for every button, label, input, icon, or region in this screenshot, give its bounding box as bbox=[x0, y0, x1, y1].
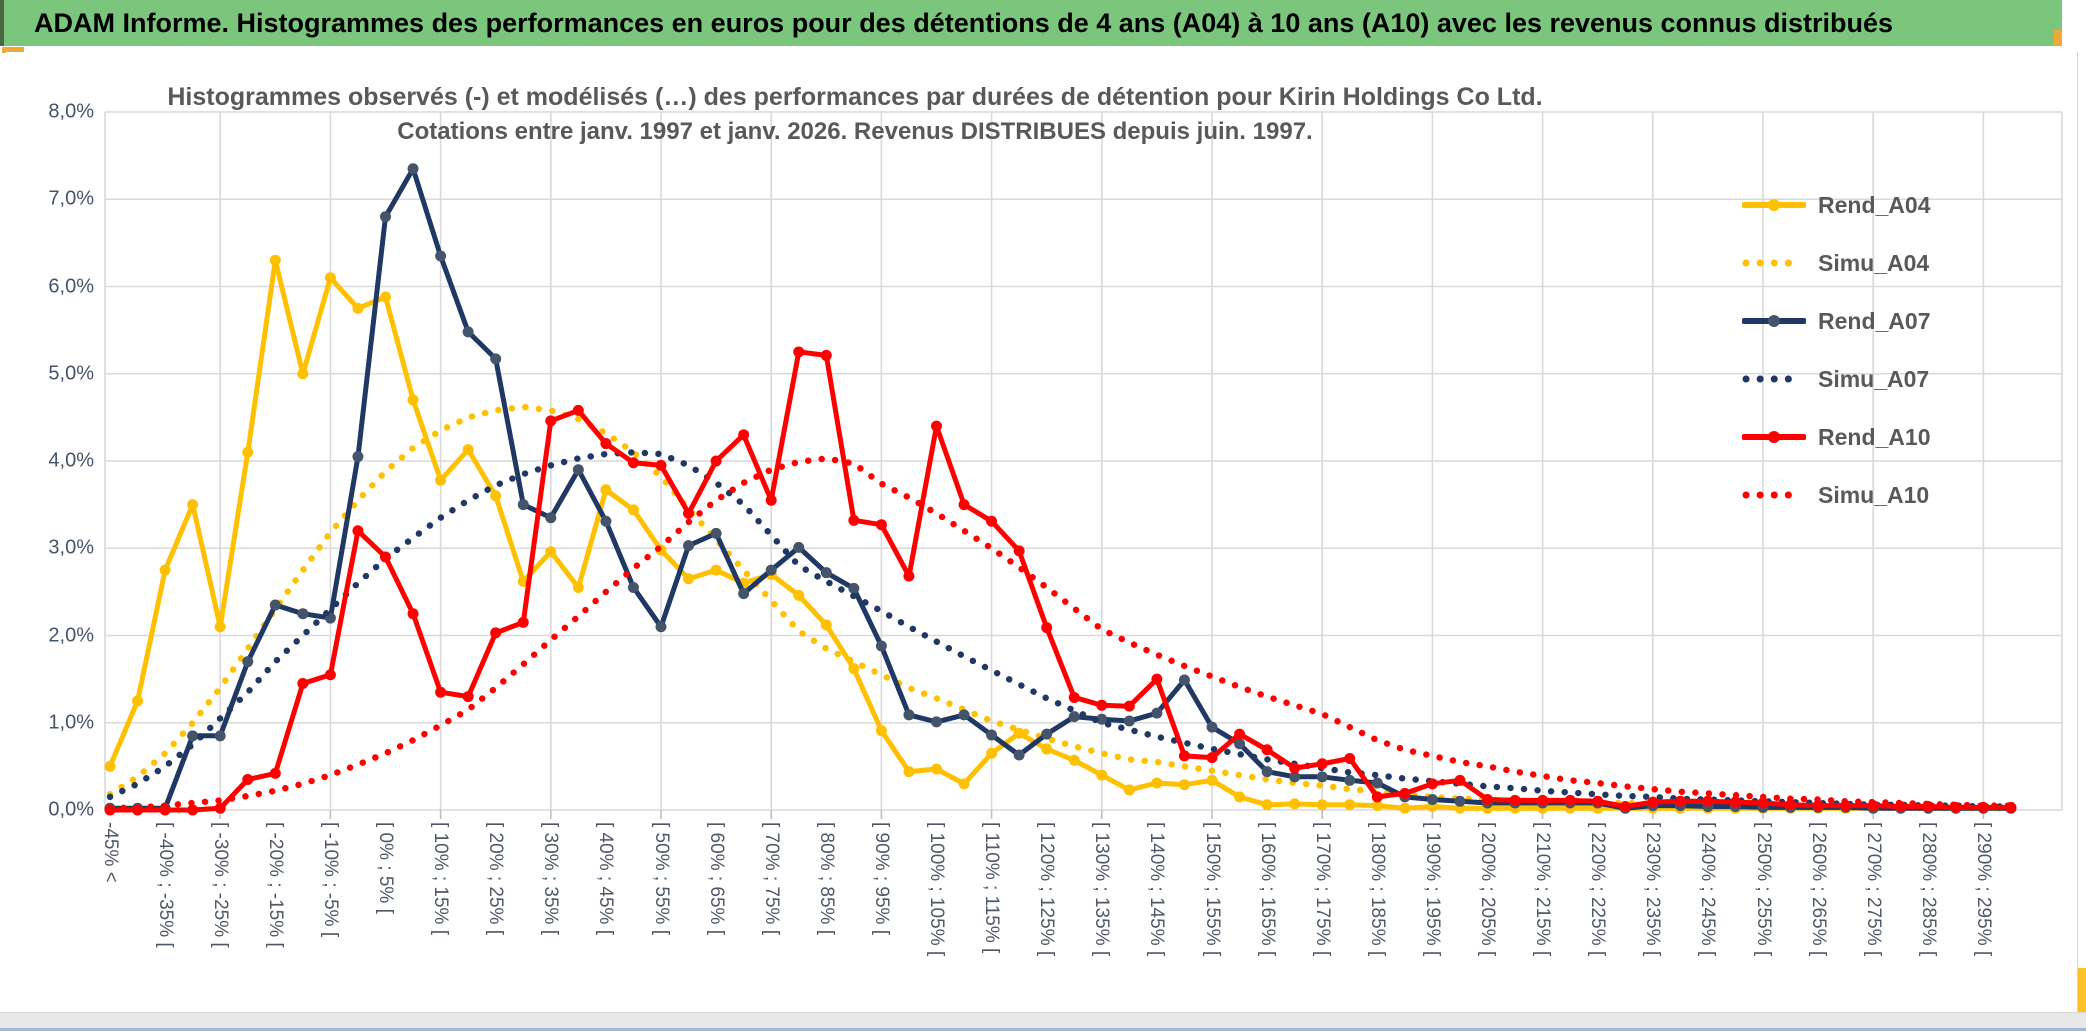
x-tick-label: [ 230% ; 235% [ bbox=[1642, 822, 1664, 957]
x-tick-label: [ 160% ; 165% [ bbox=[1256, 822, 1278, 957]
x-tick-label: [ -20% ; -15% [ bbox=[264, 822, 286, 948]
x-tick-label: [ 260% ; 265% [ bbox=[1807, 822, 1829, 957]
legend-solid-line-icon bbox=[1741, 314, 1807, 328]
series-Simu_A07[interactable] bbox=[106, 449, 2015, 810]
x-tick-label: [ 150% ; 155% [ bbox=[1201, 822, 1223, 957]
x-tick-label: [ 120% ; 125% [ bbox=[1036, 822, 1058, 957]
selection-accent-top-left bbox=[2, 47, 24, 53]
x-tick-label: [ 220% ; 225% [ bbox=[1587, 822, 1609, 957]
x-tick-label: -45% < bbox=[99, 822, 121, 883]
x-tick-label: [ 20% ; 25% [ bbox=[485, 822, 507, 936]
y-tick-label: 5,0% bbox=[48, 362, 94, 385]
x-tick-label: [ 180% ; 185% [ bbox=[1366, 822, 1388, 957]
legend-dotted-line-icon bbox=[1742, 372, 1806, 386]
x-tick-label: [ 50% ; 55% [ bbox=[650, 822, 672, 936]
x-tick-label: [ 30% ; 35% [ bbox=[540, 822, 562, 936]
chart-legend: Rend_A04 Simu_A04 Rend_A07 Simu_A07 Rend_A10… bbox=[1741, 176, 2072, 524]
y-tick-label: 7,0% bbox=[48, 187, 94, 210]
series-Simu_A10[interactable] bbox=[106, 455, 2015, 812]
x-tick-label: [ 110% ; 115% [ bbox=[981, 822, 1003, 954]
legend-solid-line-icon bbox=[1741, 430, 1807, 444]
x-tick-label: [ 140% ; 145% [ bbox=[1146, 822, 1168, 957]
x-tick-label: [ -30% ; -25% [ bbox=[209, 822, 231, 948]
y-tick-label: 4,0% bbox=[48, 449, 94, 472]
legend-item-Simu_A07[interactable]: Simu_A07 bbox=[1742, 350, 2072, 408]
x-tick-label: [ 170% ; 175% [ bbox=[1311, 822, 1333, 957]
bottom-scroll-strip[interactable] bbox=[0, 1012, 2086, 1031]
legend-solid-line-icon bbox=[1741, 198, 1807, 212]
legend-label: Simu_A07 bbox=[1818, 365, 1930, 392]
selection-accent-bottom-right bbox=[2077, 968, 2086, 1031]
x-tick-label: [ 240% ; 245% [ bbox=[1697, 822, 1719, 957]
x-tick-label: [ 270% ; 275% [ bbox=[1862, 822, 1884, 957]
x-tick-label: [ -40% ; -35% [ bbox=[154, 822, 176, 948]
x-tick-label: [ 0% ; 5% [ bbox=[375, 822, 396, 914]
x-tick-label: [ 80% ; 85% [ bbox=[815, 822, 837, 936]
y-tick-label: 3,0% bbox=[48, 536, 94, 559]
x-tick-label: [ 250% ; 255% [ bbox=[1752, 822, 1774, 957]
x-tick-label: [ -10% ; -5% [ bbox=[319, 822, 341, 938]
legend-item-Rend_A04[interactable]: Rend_A04 bbox=[1741, 176, 2072, 234]
selection-accent-top-right bbox=[2054, 30, 2062, 46]
legend-dotted-line-icon bbox=[1742, 256, 1806, 270]
chart-title-line1: Histogrammes observés (-) et modélisés (… bbox=[167, 83, 1543, 111]
x-tick-label: [ 100% ; 105% [ bbox=[926, 822, 947, 957]
legend-dotted-line-icon bbox=[1742, 488, 1806, 502]
legend-item-Simu_A04[interactable]: Simu_A04 bbox=[1742, 234, 2072, 292]
y-tick-label: 6,0% bbox=[48, 275, 94, 297]
x-tick-label: [ 290% ; 295% [ bbox=[1972, 822, 1994, 957]
series-Simu_A04[interactable] bbox=[106, 403, 2015, 812]
x-tick-label: [ 280% ; 285% [ bbox=[1917, 822, 1939, 957]
x-tick-label: [ 200% ; 205% [ bbox=[1477, 822, 1498, 957]
chart-title-line2: Cotations entre janv. 1997 et janv. 2026… bbox=[397, 118, 1313, 145]
y-tick-label: 0,0% bbox=[48, 798, 94, 821]
legend-label: Simu_A10 bbox=[1818, 481, 1930, 508]
page-title: ADAM Informe. Histogrammes des performan… bbox=[34, 7, 1894, 38]
y-tick-label: 2,0% bbox=[48, 624, 94, 646]
x-tick-label: [ 130% ; 135% [ bbox=[1091, 822, 1113, 957]
sheet-header-bar: ADAM Informe. Histogrammes des performan… bbox=[0, 0, 2062, 46]
legend-label: Rend_A04 bbox=[1818, 191, 1931, 218]
y-tick-label: 1,0% bbox=[48, 711, 94, 734]
legend-label: Simu_A04 bbox=[1818, 249, 1930, 276]
chart-object[interactable] bbox=[6, 52, 2078, 1012]
y-tick-label: 8,0% bbox=[48, 100, 94, 123]
x-tick-label: [ 190% ; 195% [ bbox=[1421, 822, 1443, 957]
chart-title: Histogrammes observés (-) et modélisés (… bbox=[105, 80, 1605, 149]
legend-item-Rend_A10[interactable]: Rend_A10 bbox=[1741, 408, 2072, 466]
x-tick-label: [ 10% ; 15% [ bbox=[430, 822, 452, 936]
series-Rend_A10[interactable] bbox=[104, 346, 2017, 816]
legend-item-Rend_A07[interactable]: Rend_A07 bbox=[1741, 292, 2072, 350]
legend-label: Rend_A07 bbox=[1818, 307, 1931, 334]
x-tick-label: [ 210% ; 215% [ bbox=[1532, 822, 1554, 957]
x-tick-label: [ 40% ; 45% [ bbox=[595, 822, 617, 936]
legend-item-Simu_A10[interactable]: Simu_A10 bbox=[1742, 466, 2072, 524]
series-Rend_A07[interactable] bbox=[104, 163, 2017, 814]
series-Rend_A04[interactable] bbox=[104, 254, 2017, 814]
x-tick-label: [ 60% ; 65% [ bbox=[705, 822, 727, 936]
x-tick-label: [ 90% ; 95% [ bbox=[870, 822, 892, 936]
x-tick-label: [ 70% ; 75% [ bbox=[760, 822, 782, 936]
legend-label: Rend_A10 bbox=[1818, 423, 1931, 450]
